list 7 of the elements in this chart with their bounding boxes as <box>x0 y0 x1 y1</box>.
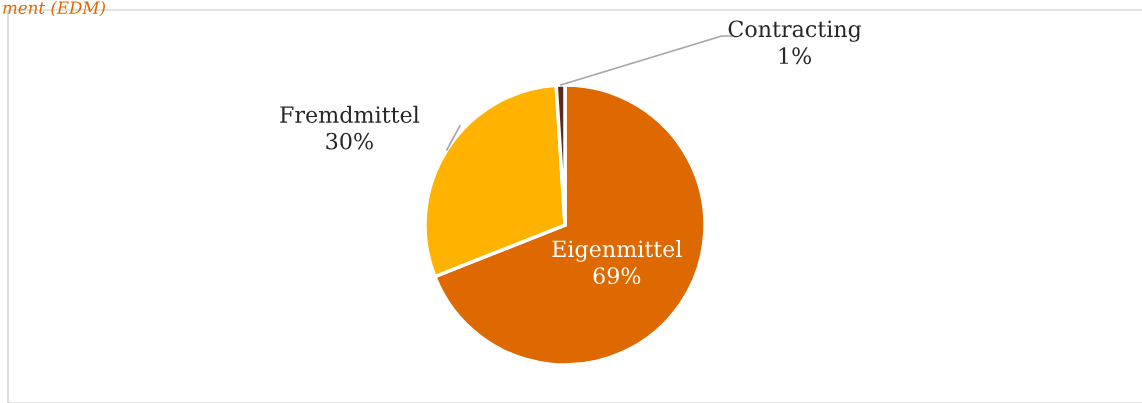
slice-label: Contracting <box>728 20 862 42</box>
slice-label: Eigenmittel <box>552 240 682 262</box>
data-label: 30% <box>326 132 373 150</box>
data-label: 1% <box>779 47 811 65</box>
text: ment (EDM) <box>3 1 105 17</box>
data-label: 69% <box>593 267 641 285</box>
slice-label: Fremdmittel <box>280 105 420 123</box>
